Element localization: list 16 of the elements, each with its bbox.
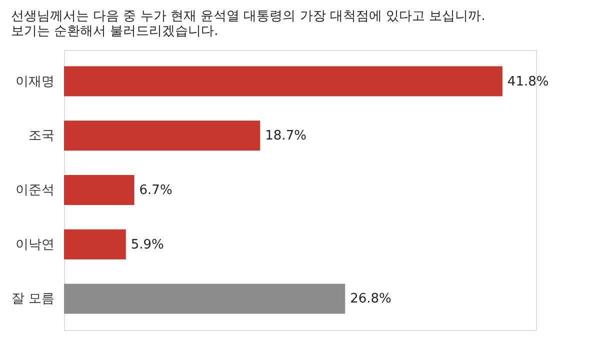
- bar: [64, 175, 134, 205]
- data-label: 18.7%: [265, 128, 306, 144]
- data-label: 6.7%: [139, 183, 172, 198]
- y-tick-label: 이준석: [16, 183, 54, 198]
- data-label: 26.8%: [350, 292, 392, 307]
- bar: [64, 66, 502, 96]
- y-tick-label: 잘 모름: [11, 292, 54, 307]
- bar: [64, 284, 346, 314]
- y-tick-label: 이낙연: [16, 237, 54, 252]
- bar: [64, 229, 126, 260]
- data-label: 5.9%: [130, 237, 164, 252]
- data-label: 41.8%: [507, 74, 549, 90]
- y-tick-label: 조국: [28, 128, 54, 144]
- bar: [64, 120, 260, 151]
- chart-title: 선생님께서는 다음 중 누가 현재 윤석열 대통령의 가장 대척점에 있다고 보십니까. 보기는 순환해서 불러드리겠습니다.: [10, 9, 486, 39]
- y-tick-label: 이재명: [16, 74, 54, 90]
